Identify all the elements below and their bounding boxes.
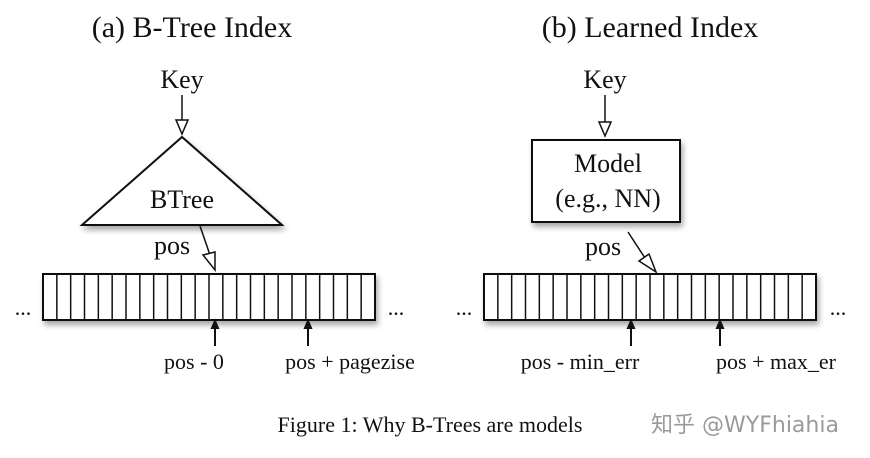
btree-label: BTree [150, 185, 214, 214]
model-label: Model [574, 149, 642, 178]
right-pos-label: pos [585, 232, 621, 261]
right-ellipsis-end: ... [830, 295, 847, 320]
left-high-arrow [303, 318, 313, 346]
left-key-label: Key [160, 65, 203, 94]
right-ellipsis-start: ... [456, 295, 473, 320]
left-array [42, 273, 376, 321]
left-ellipsis-end: ... [388, 295, 405, 320]
left-low-label: pos - 0 [164, 349, 224, 374]
right-array [483, 273, 817, 321]
left-ellipsis-start: ... [15, 295, 32, 320]
model-sublabel: (e.g., NN) [555, 184, 660, 213]
right-low-arrow [626, 318, 636, 346]
model-box [531, 139, 681, 223]
right-key-label: Key [583, 65, 626, 94]
left-high-label: pos + pagezise [285, 349, 415, 374]
left-title: (a) B-Tree Index [92, 11, 293, 44]
right-low-label: pos - min_err [521, 349, 640, 374]
right-pos-arrow [627, 231, 658, 274]
figure-caption: Figure 1: Why B-Trees are models [278, 412, 583, 437]
right-high-arrow [715, 318, 725, 346]
right-title: (b) Learned Index [542, 11, 759, 44]
right-key-arrow [597, 95, 613, 138]
left-pos-label: pos [154, 231, 190, 260]
left-key-arrow [174, 95, 190, 136]
left-pos-arrow [199, 225, 216, 273]
left-low-arrow [210, 318, 220, 346]
btree-triangle [79, 135, 285, 226]
watermark: 知乎 @WYFhiahia [651, 413, 839, 438]
right-high-label: pos + max_er [716, 349, 837, 374]
